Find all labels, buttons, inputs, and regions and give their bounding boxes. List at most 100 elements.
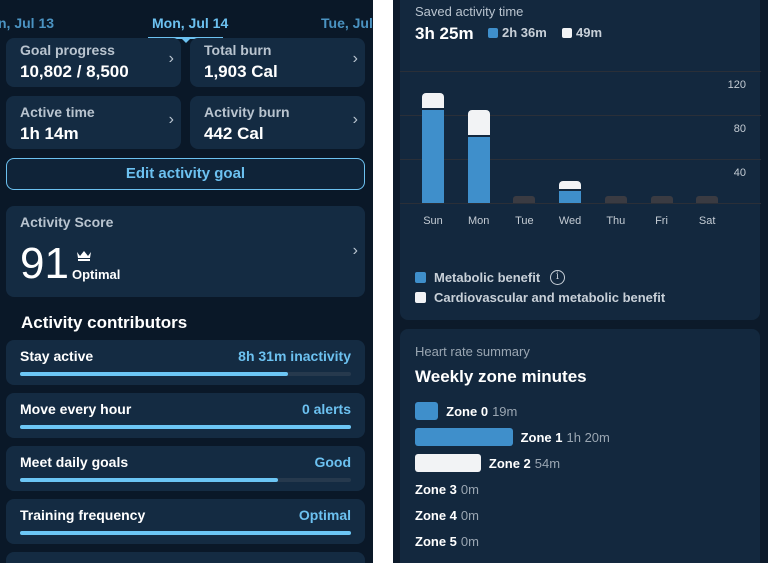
bar-empty-thu[interactable] (604, 196, 627, 203)
legend-metabolic-swatch (415, 272, 426, 283)
contributor-progress-track (20, 425, 351, 429)
zone-row: Zone 5 0m (415, 532, 479, 550)
zone-row: Zone 1 1h 20m (415, 428, 610, 446)
x-tick-label: Mon (467, 215, 490, 227)
zone-name: Zone 1 (520, 429, 563, 445)
zone-row: Zone 4 0m (415, 506, 479, 524)
saved-title: Saved activity time (415, 4, 524, 19)
date-current[interactable]: Mon, Jul 14 (152, 15, 229, 31)
zone-time: 0m (460, 481, 479, 497)
bar-empty-sat[interactable] (696, 196, 719, 203)
contributor-name: Meet daily goals (20, 454, 129, 470)
zone-time: 1h 20m (566, 429, 610, 445)
contributor-progress-fill (20, 372, 289, 376)
tile-goal-progress[interactable]: Goal progress 10,802 / 8,500 › (6, 38, 181, 87)
tile-value: 1h 14m (20, 124, 79, 143)
tile-value: 1,903 Cal (204, 62, 278, 81)
zone-bar (415, 428, 513, 446)
contributor-training-frequency[interactable]: Training frequency Optimal (6, 499, 365, 544)
bar-cardio-sun[interactable] (422, 93, 444, 108)
info-icon[interactable]: i (550, 270, 565, 285)
metabolic-swatch (488, 28, 498, 38)
cardio-total: 49m (576, 25, 603, 40)
score-status: Optimal (72, 267, 121, 282)
y-tick-label: 120 (727, 79, 746, 91)
legend-metabolic-label: Metabolic benefit (434, 270, 541, 285)
activity-day-screen: n, Jul 13 Mon, Jul 14 Tue, Jul Goal prog… (0, 0, 373, 563)
legend-cardio-swatch (415, 292, 426, 303)
chevron-right-icon: › (168, 50, 174, 67)
contributor-meet-daily-goals[interactable]: Meet daily goals Good (6, 446, 365, 491)
saved-total: 3h 25m (415, 24, 474, 43)
zone-row: Zone 0 19m (415, 402, 517, 420)
zone-bar (415, 454, 481, 472)
y-tick-label: 80 (733, 123, 746, 135)
tile-activity-burn[interactable]: Activity burn 442 Cal › (190, 96, 365, 149)
zone-name: Zone 3 (415, 481, 457, 497)
gridline (400, 159, 761, 160)
zone-name: Zone 2 (488, 455, 531, 471)
contributor-card-partial[interactable] (6, 552, 365, 563)
legend-cardio-label: Cardiovascular and metabolic benefit (434, 290, 666, 305)
tile-label: Total burn (204, 42, 272, 58)
date-prev[interactable]: n, Jul 13 (0, 15, 55, 31)
contributor-name: Stay active (20, 348, 94, 364)
metabolic-total: 2h 36m (502, 25, 547, 40)
contributors-title: Activity contributors (21, 313, 188, 332)
chevron-right-icon: › (352, 242, 358, 259)
contributor-progress-track (20, 372, 351, 376)
edit-activity-goal-button[interactable]: Edit activity goal (6, 158, 365, 190)
bar-cardio-mon[interactable] (467, 109, 490, 135)
y-tick-label: 40 (733, 167, 746, 179)
tile-label: Goal progress (20, 42, 115, 58)
saved-activity-chart: 120 80 40 Sun Mon Tue Wed Thu Fri Sat (393, 0, 768, 240)
zone-name: Zone 0 (446, 403, 489, 419)
zone-time: 0m (460, 507, 479, 523)
x-tick-label: Thu (606, 215, 626, 227)
gridline (400, 71, 761, 72)
heart-subtitle: Heart rate summary (415, 344, 530, 359)
bar-cardio-wed[interactable] (559, 181, 582, 189)
tile-active-time[interactable]: Active time 1h 14m › (6, 96, 181, 149)
contributor-name: Move every hour (20, 401, 132, 417)
tile-value: 10,802 / 8,500 (20, 62, 129, 81)
bar-metabolic-sun[interactable] (422, 109, 444, 203)
tile-total-burn[interactable]: Total burn 1,903 Cal › (190, 38, 365, 87)
contributor-move-every-hour[interactable]: Move every hour 0 alerts (6, 393, 365, 438)
contributor-progress-fill (20, 425, 351, 429)
zone-time: 54m (534, 455, 561, 471)
contributor-name: Training frequency (20, 507, 146, 523)
bar-empty-tue[interactable] (513, 196, 536, 203)
bar-metabolic-mon[interactable] (467, 137, 490, 203)
bar-metabolic-wed[interactable] (559, 190, 582, 203)
contributor-stat: 8h 31m inactivity (238, 348, 351, 364)
zone-name: Zone 5 (415, 533, 457, 549)
contributor-stay-active[interactable]: Stay active 8h 31m inactivity (6, 340, 365, 385)
score-value: 91 (20, 239, 69, 288)
tile-label: Activity burn (204, 104, 290, 120)
contributor-stat: Good (314, 454, 351, 470)
crown-icon (77, 251, 91, 261)
cardio-swatch (562, 28, 572, 38)
zone-time: 0m (460, 533, 479, 549)
zone-row: Zone 2 54m (415, 454, 560, 472)
activity-score-card[interactable]: Activity Score 91 Optimal › (6, 206, 365, 297)
tile-label: Active time (20, 104, 95, 120)
chevron-right-icon: › (352, 111, 358, 128)
tile-value: 442 Cal (204, 124, 264, 143)
chevron-right-icon: › (168, 111, 174, 128)
zone-bar (415, 402, 439, 420)
zone-name: Zone 4 (415, 507, 457, 523)
saved-activity-card: Saved activity time 3h 25m 2h 36m 49m (400, 0, 760, 320)
gridline (400, 203, 761, 204)
date-pointer (181, 38, 191, 43)
contributor-progress-fill (20, 478, 279, 482)
x-tick-label: Wed (558, 215, 582, 227)
contributor-progress-fill (20, 531, 351, 535)
score-title: Activity Score (20, 214, 114, 230)
x-tick-label: Tue (515, 215, 534, 227)
bar-empty-fri[interactable] (650, 196, 673, 203)
date-next[interactable]: Tue, Jul (321, 15, 373, 31)
contributor-progress-track (20, 531, 351, 535)
heart-title: Weekly zone minutes (415, 367, 587, 386)
